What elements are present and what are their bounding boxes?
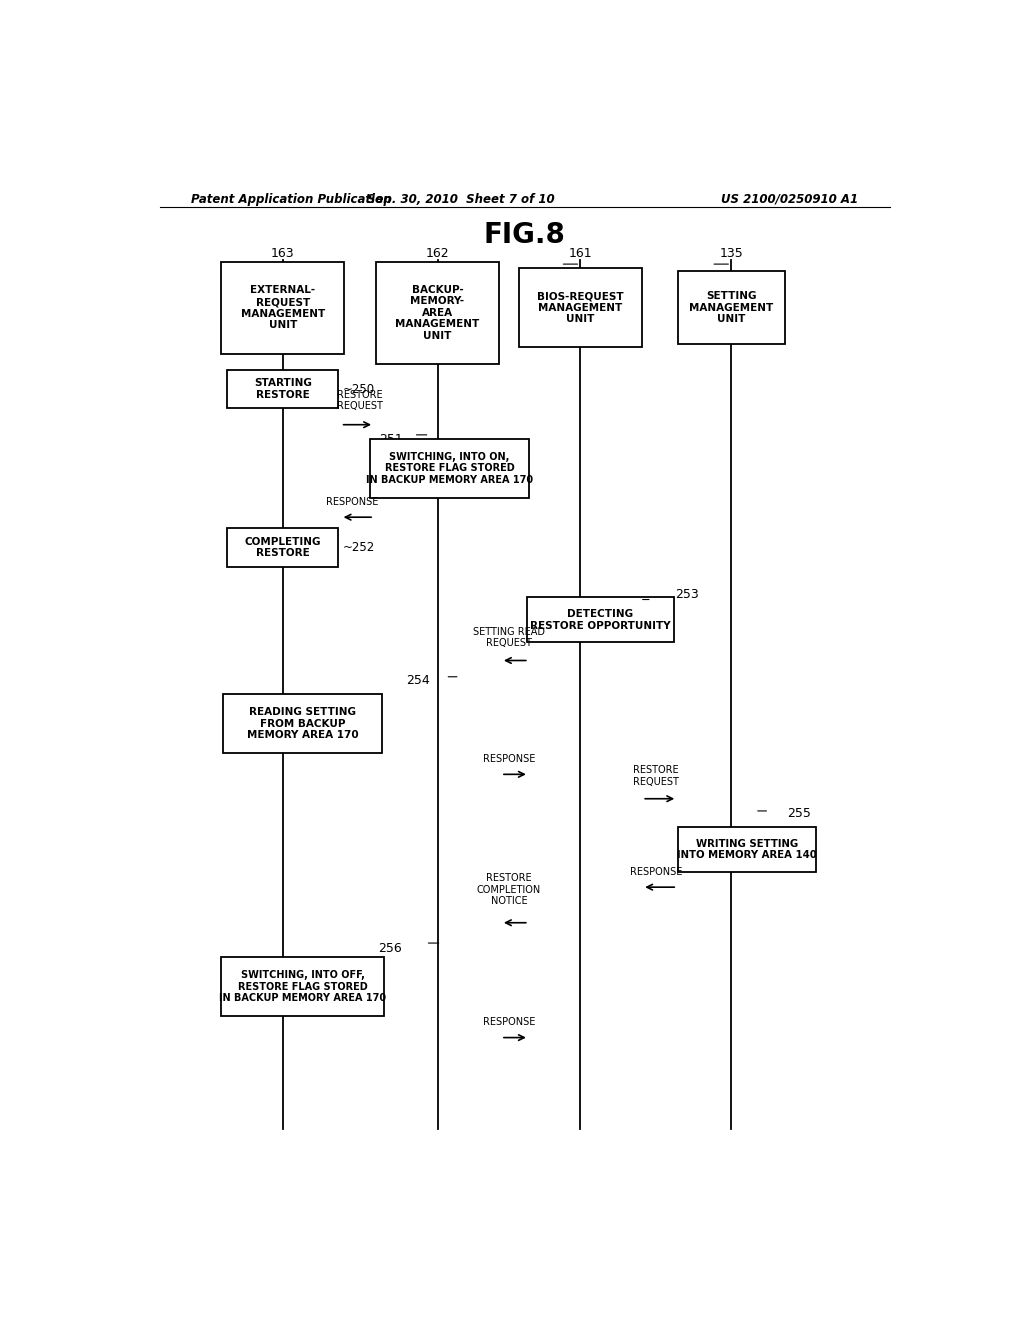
Text: WRITING SETTING
INTO MEMORY AREA 140: WRITING SETTING INTO MEMORY AREA 140 — [677, 838, 817, 861]
Text: 162: 162 — [426, 247, 450, 260]
FancyBboxPatch shape — [221, 957, 384, 1016]
Text: RESPONSE: RESPONSE — [482, 1018, 536, 1027]
Text: 253: 253 — [676, 587, 699, 601]
Text: RESPONSE: RESPONSE — [482, 754, 536, 764]
Text: RESTORE
REQUEST: RESTORE REQUEST — [337, 389, 383, 412]
FancyBboxPatch shape — [227, 370, 338, 408]
FancyBboxPatch shape — [370, 440, 528, 498]
Text: BACKUP-
MEMORY-
AREA
MANAGEMENT
UNIT: BACKUP- MEMORY- AREA MANAGEMENT UNIT — [395, 285, 479, 341]
Text: RESTORE
COMPLETION
NOTICE: RESTORE COMPLETION NOTICE — [477, 874, 541, 907]
Text: 251: 251 — [379, 433, 402, 446]
Text: Sep. 30, 2010  Sheet 7 of 10: Sep. 30, 2010 Sheet 7 of 10 — [368, 193, 555, 206]
Text: 135: 135 — [719, 247, 743, 260]
Text: US 2100/0250910 A1: US 2100/0250910 A1 — [721, 193, 858, 206]
Text: RESPONSE: RESPONSE — [630, 867, 682, 876]
FancyBboxPatch shape — [678, 828, 816, 873]
Text: 163: 163 — [271, 247, 295, 260]
FancyBboxPatch shape — [223, 694, 382, 752]
Text: ~250: ~250 — [342, 383, 375, 396]
Text: 256: 256 — [378, 941, 401, 954]
Text: RESPONSE: RESPONSE — [326, 498, 379, 507]
FancyBboxPatch shape — [376, 263, 499, 364]
FancyBboxPatch shape — [678, 271, 784, 345]
FancyBboxPatch shape — [221, 263, 344, 354]
Text: BIOS-REQUEST
MANAGEMENT
UNIT: BIOS-REQUEST MANAGEMENT UNIT — [537, 292, 624, 325]
Text: READING SETTING
FROM BACKUP
MEMORY AREA 170: READING SETTING FROM BACKUP MEMORY AREA … — [247, 708, 358, 741]
Text: SETTING
MANAGEMENT
UNIT: SETTING MANAGEMENT UNIT — [689, 292, 773, 325]
Text: COMPLETING
RESTORE: COMPLETING RESTORE — [245, 537, 321, 558]
FancyBboxPatch shape — [519, 268, 642, 347]
Text: 161: 161 — [568, 247, 592, 260]
Text: SWITCHING, INTO ON,
RESTORE FLAG STORED
IN BACKUP MEMORY AREA 170: SWITCHING, INTO ON, RESTORE FLAG STORED … — [366, 451, 532, 484]
Text: SWITCHING, INTO OFF,
RESTORE FLAG STORED
IN BACKUP MEMORY AREA 170: SWITCHING, INTO OFF, RESTORE FLAG STORED… — [219, 970, 386, 1003]
Text: 255: 255 — [786, 808, 811, 821]
Text: EXTERNAL-
REQUEST
MANAGEMENT
UNIT: EXTERNAL- REQUEST MANAGEMENT UNIT — [241, 285, 325, 330]
Text: Patent Application Publication: Patent Application Publication — [191, 193, 392, 206]
FancyBboxPatch shape — [526, 598, 674, 643]
Text: STARTING
RESTORE: STARTING RESTORE — [254, 379, 311, 400]
Text: RESTORE
REQUEST: RESTORE REQUEST — [633, 764, 679, 787]
Text: SETTING READ
REQUEST: SETTING READ REQUEST — [473, 627, 545, 648]
Text: FIG.8: FIG.8 — [484, 220, 565, 248]
Text: ~252: ~252 — [342, 541, 375, 554]
Text: 254: 254 — [406, 675, 430, 688]
Text: DETECTING
RESTORE OPPORTUNITY: DETECTING RESTORE OPPORTUNITY — [529, 609, 671, 631]
FancyBboxPatch shape — [227, 528, 338, 568]
